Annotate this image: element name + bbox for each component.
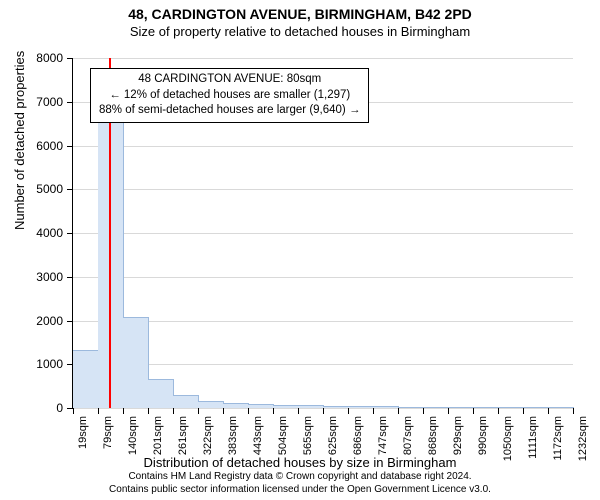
x-tick-label: 686sqm: [352, 416, 364, 455]
y-tick: [67, 233, 73, 234]
x-tick: [148, 408, 149, 414]
info-line-2: ← 12% of detached houses are smaller (1,…: [99, 88, 360, 104]
x-tick: [298, 408, 299, 414]
y-axis-label: Number of detached properties: [12, 51, 27, 230]
histogram-bar: [423, 407, 449, 408]
histogram-bar: [223, 403, 249, 408]
y-tick-label: 0: [56, 401, 63, 415]
gridline: [73, 189, 573, 190]
y-tick-label: 7000: [36, 95, 63, 109]
histogram-bar: [448, 407, 474, 408]
y-tick: [67, 277, 73, 278]
x-tick: [273, 408, 274, 414]
x-tick: [548, 408, 549, 414]
y-tick-label: 6000: [36, 139, 63, 153]
footer-line-2: Contains public sector information licen…: [0, 484, 600, 497]
histogram-bar: [498, 407, 524, 408]
x-tick-label: 79sqm: [102, 416, 114, 449]
histogram-bar: [248, 404, 274, 408]
y-tick: [67, 189, 73, 190]
x-tick-label: 565sqm: [302, 416, 314, 455]
gridline: [73, 277, 573, 278]
y-tick-label: 4000: [36, 226, 63, 240]
histogram-bar: [348, 406, 374, 408]
x-tick-label: 322sqm: [202, 416, 214, 455]
histogram-bar: [548, 407, 574, 408]
info-line-1: 48 CARDINGTON AVENUE: 80sqm: [99, 72, 360, 88]
x-tick: [498, 408, 499, 414]
histogram-bar: [273, 405, 299, 408]
y-tick-label: 5000: [36, 182, 63, 196]
x-tick-label: 140sqm: [127, 416, 139, 455]
x-tick: [348, 408, 349, 414]
x-tick: [248, 408, 249, 414]
chart-subtitle: Size of property relative to detached ho…: [0, 22, 600, 39]
gridline: [73, 233, 573, 234]
histogram-bar: [148, 379, 174, 408]
y-tick-label: 2000: [36, 314, 63, 328]
x-tick-label: 1111sqm: [527, 416, 539, 459]
y-tick: [67, 58, 73, 59]
x-tick: [523, 408, 524, 414]
footer-attribution: Contains HM Land Registry data © Crown c…: [0, 471, 600, 496]
x-tick: [323, 408, 324, 414]
x-tick: [73, 408, 74, 414]
x-tick: [423, 408, 424, 414]
histogram-bar: [323, 406, 349, 408]
x-tick-label: 625sqm: [327, 416, 339, 455]
x-tick: [123, 408, 124, 414]
x-tick-label: 201sqm: [152, 416, 164, 455]
y-tick: [67, 102, 73, 103]
info-line-3: 88% of semi-detached houses are larger (…: [99, 103, 360, 119]
histogram-bar: [123, 317, 149, 408]
x-tick: [473, 408, 474, 414]
histogram-bar: [298, 405, 324, 408]
x-tick-label: 383sqm: [227, 416, 239, 455]
y-tick-label: 3000: [36, 270, 63, 284]
histogram-bar: [398, 407, 424, 408]
x-tick-label: 504sqm: [277, 416, 289, 455]
y-tick: [67, 146, 73, 147]
x-tick-label: 1172sqm: [552, 416, 564, 460]
chart-title: 48, CARDINGTON AVENUE, BIRMINGHAM, B42 2…: [0, 0, 600, 22]
x-tick: [373, 408, 374, 414]
gridline: [73, 58, 573, 59]
y-tick-label: 8000: [36, 51, 63, 65]
x-axis-label: Distribution of detached houses by size …: [0, 455, 600, 470]
histogram-bar: [198, 401, 224, 408]
histogram-bar: [373, 406, 399, 408]
x-tick: [398, 408, 399, 414]
x-tick: [98, 408, 99, 414]
x-tick: [173, 408, 174, 414]
x-tick: [448, 408, 449, 414]
histogram-bar: [523, 407, 549, 408]
x-tick-label: 443sqm: [252, 416, 264, 455]
footer-line-1: Contains HM Land Registry data © Crown c…: [0, 471, 600, 484]
histogram-bar: [73, 350, 99, 408]
y-tick: [67, 321, 73, 322]
histogram-bar: [173, 395, 199, 408]
y-tick-label: 1000: [36, 357, 63, 371]
x-tick-label: 990sqm: [477, 416, 489, 455]
x-tick: [198, 408, 199, 414]
x-tick-label: 929sqm: [452, 416, 464, 455]
chart-container: 48, CARDINGTON AVENUE, BIRMINGHAM, B42 2…: [0, 0, 600, 500]
x-tick-label: 747sqm: [377, 416, 389, 455]
x-tick: [573, 408, 574, 414]
x-tick: [223, 408, 224, 414]
info-annotation-box: 48 CARDINGTON AVENUE: 80sqm ← 12% of det…: [90, 68, 369, 123]
x-tick-label: 261sqm: [177, 416, 189, 455]
gridline: [73, 146, 573, 147]
x-tick-label: 868sqm: [427, 416, 439, 455]
x-tick-label: 19sqm: [77, 416, 89, 449]
histogram-bar: [98, 118, 124, 408]
histogram-bar: [473, 407, 499, 408]
x-tick-label: 807sqm: [402, 416, 414, 455]
